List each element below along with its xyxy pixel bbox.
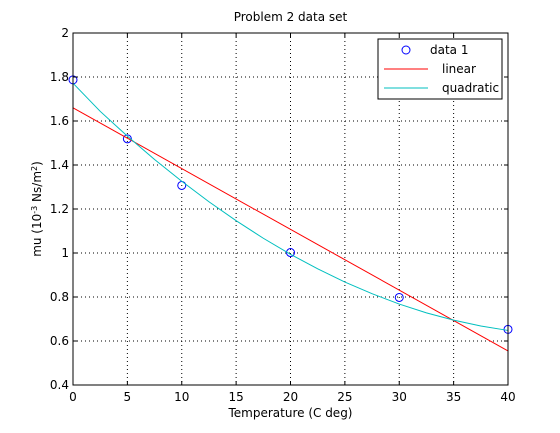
y-tick-label: 0.6 [50,334,69,348]
data-point-data-1 [122,134,132,144]
legend-label-data-1: data 1 [430,43,468,57]
x-tick-label: 40 [500,390,515,404]
y-tick-label: 1 [61,246,69,260]
y-axis-label-mid: Ns/m [30,171,44,206]
y-tick-label: 1.8 [50,70,69,84]
y-axis-label-sup2: 2 [30,166,39,171]
x-tick-label: 25 [337,390,352,404]
y-tick-label: 0.4 [50,378,69,392]
ticks: 0 5 10 15 20 25 30 35 40 0.4 0.6 0.8 1 1.2 1.4 1.6 1.8 2 [50,26,516,404]
x-tick-label: 20 [283,390,298,404]
legend: data 1 linear quadratic [377,38,503,100]
x-tick-label: 15 [228,390,243,404]
y-tick-label: 1.4 [50,158,69,172]
x-tick-label: 5 [124,390,132,404]
data-point-data-1 [286,248,295,258]
y-tick-label: 1.2 [50,202,69,216]
legend-label-linear: linear [442,62,476,76]
grid [73,33,508,385]
x-axis-label: Temperature (C deg) [227,406,352,420]
y-axis-label: mu (10-3 Ns/m2) [30,161,44,257]
x-tick-label: 30 [392,390,407,404]
legend-box [377,38,503,100]
x-tick-label: 10 [174,390,189,404]
chart-title: Problem 2 data set [234,10,348,24]
series-line-quadratic [72,82,509,331]
y-axis-label-end: ) [30,161,44,166]
x-tick-label: 35 [446,390,461,404]
y-axis-label-main: mu (10 [30,214,44,257]
y-tick-label: 1.6 [50,114,69,128]
series-layer [68,75,513,352]
x-tick-label: 0 [69,390,77,404]
series-line-linear [72,107,509,352]
legend-marker-data-1 [401,45,411,55]
y-axis-label-sup1: -3 [30,206,39,214]
y-tick-label: 2 [61,26,69,40]
legend-label-quadratic: quadratic [442,81,499,95]
y-tick-label: 0.8 [50,290,69,304]
data-point-data-1 [394,292,404,302]
